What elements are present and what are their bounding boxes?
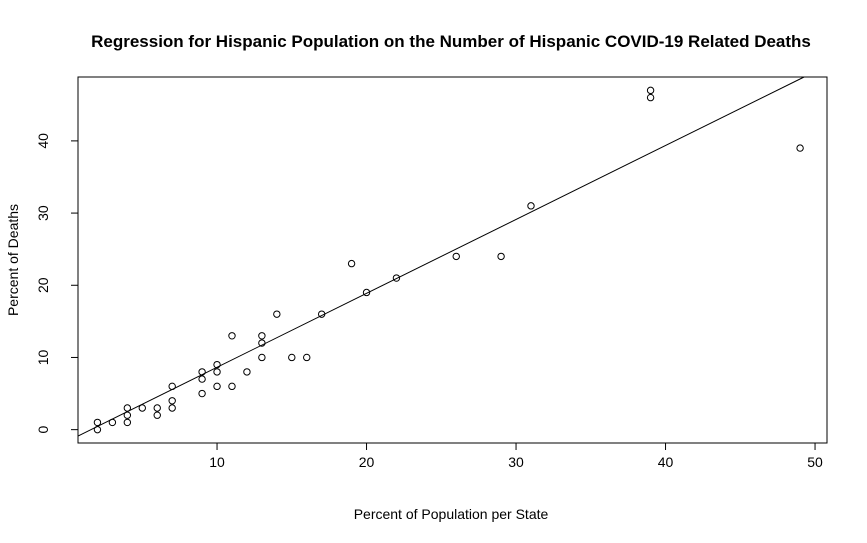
data-point [646, 93, 655, 102]
data-point [303, 353, 311, 362]
data-point [392, 274, 401, 282]
x-tick-label: 40 [658, 454, 674, 470]
data-point [213, 360, 221, 369]
y-axis-label: Percent of Deaths [5, 204, 21, 316]
data-point [93, 418, 102, 427]
data-point [796, 144, 804, 152]
x-tick-label: 20 [359, 454, 375, 470]
data-point [258, 332, 266, 340]
data-points [93, 86, 804, 434]
data-point [168, 397, 176, 405]
data-point [347, 259, 356, 268]
data-point [288, 353, 296, 362]
y-axis: 0 10 20 30 40 [35, 133, 79, 434]
regression-line-group [77, 76, 805, 437]
data-point [123, 411, 132, 419]
data-point [123, 418, 132, 427]
y-tick-label: 10 [35, 349, 51, 365]
data-point [198, 368, 206, 376]
data-point [228, 382, 236, 391]
data-point [138, 404, 146, 412]
data-point [273, 310, 281, 318]
data-point [168, 404, 176, 412]
data-point [317, 310, 326, 318]
x-axis-label: Percent of Population per State [354, 506, 549, 522]
chart-title: Regression for Hispanic Population on th… [91, 32, 811, 51]
y-tick-label: 0 [35, 426, 51, 434]
data-point [258, 339, 266, 347]
y-tick-label: 20 [35, 277, 51, 293]
y-tick-label: 40 [35, 133, 51, 149]
data-point [93, 425, 102, 434]
y-tick-label: 30 [35, 205, 51, 221]
data-point [527, 202, 535, 210]
data-point [228, 332, 236, 340]
data-point [153, 404, 161, 412]
x-tick-label: 30 [508, 454, 524, 470]
data-point [213, 368, 221, 376]
plot-frame [77, 76, 828, 444]
x-tick-label: 50 [807, 454, 823, 470]
regression-line [77, 76, 805, 437]
x-tick-label: 10 [209, 454, 225, 470]
data-point [168, 382, 176, 391]
data-point [243, 368, 251, 376]
data-point [362, 288, 371, 297]
data-point [497, 252, 505, 261]
data-point [123, 404, 132, 412]
data-point [452, 252, 460, 261]
data-point [153, 411, 161, 419]
data-point [108, 418, 117, 427]
data-point [213, 382, 221, 391]
data-point [258, 353, 266, 362]
data-point [198, 375, 206, 383]
data-point [646, 86, 655, 95]
x-axis: 10 20 30 40 50 [209, 442, 823, 470]
data-point [198, 389, 206, 398]
